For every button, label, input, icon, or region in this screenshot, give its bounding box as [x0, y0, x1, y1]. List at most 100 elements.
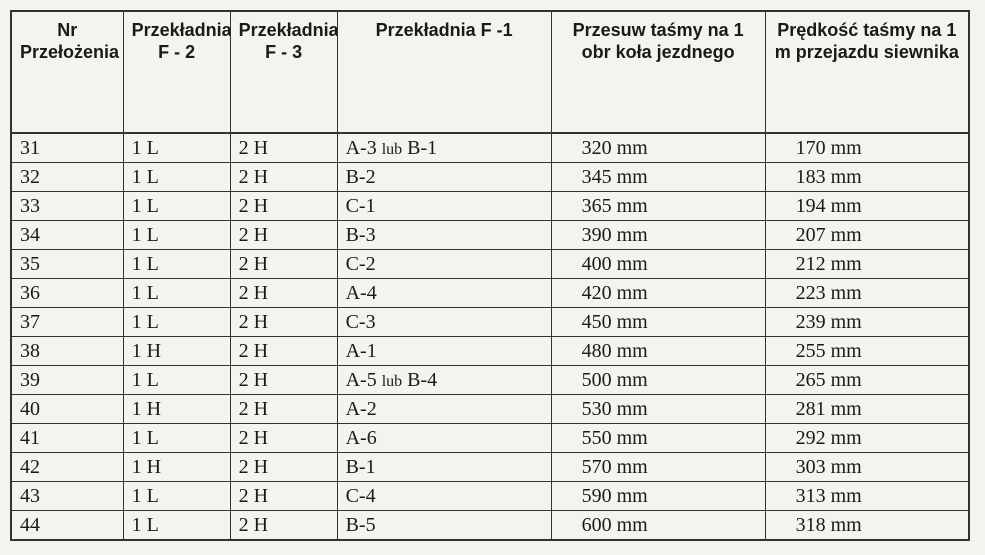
cell-f3: 2 H	[230, 424, 337, 453]
cell-predkosc: 255 mm	[765, 337, 969, 366]
cell-f3: 2 H	[230, 511, 337, 541]
cell-nr: 41	[11, 424, 123, 453]
cell-predkosc: 313 mm	[765, 482, 969, 511]
cell-nr: 39	[11, 366, 123, 395]
cell-predkosc: 318 mm	[765, 511, 969, 541]
table-row: 441 L2 HB-5600 mm318 mm	[11, 511, 969, 541]
cell-nr: 36	[11, 279, 123, 308]
cell-przesuw: 400 mm	[551, 250, 765, 279]
cell-f1-lub: lub	[382, 373, 402, 390]
cell-przesuw: 550 mm	[551, 424, 765, 453]
table-row: 321 L2 H B-2 345 mm183 mm	[11, 163, 969, 192]
cell-predkosc: 183 mm	[765, 163, 969, 192]
cell-przesuw: 530 mm	[551, 395, 765, 424]
cell-f1-a: A-4	[346, 282, 377, 304]
cell-f1-a: B-1	[346, 456, 376, 478]
cell-f1-lub: lub	[382, 141, 402, 158]
cell-przesuw: 420 mm	[551, 279, 765, 308]
col-header-f2: Przekładnia F - 2	[123, 11, 230, 133]
cell-f1-a: A-1	[346, 340, 377, 362]
cell-f1: A-3 lub B-1	[337, 133, 551, 163]
cell-f1-a: B-5	[346, 514, 376, 536]
cell-f3: 2 H	[230, 482, 337, 511]
cell-predkosc: 303 mm	[765, 453, 969, 482]
cell-f2: 1 L	[123, 366, 230, 395]
cell-predkosc: 265 mm	[765, 366, 969, 395]
table-row: 391 L2 HA-5 lub B-4500 mm265 mm	[11, 366, 969, 395]
cell-przesuw: 365 mm	[551, 192, 765, 221]
table-row: 361 L2 HA-4420 mm223 mm	[11, 279, 969, 308]
cell-f1-a: A-3	[346, 137, 377, 159]
cell-f3: 2 H	[230, 366, 337, 395]
cell-f3: 2 H	[230, 308, 337, 337]
cell-f2: 1 H	[123, 453, 230, 482]
table-row: 371 L2 HC-3450 mm239 mm	[11, 308, 969, 337]
cell-predkosc: 170 mm	[765, 133, 969, 163]
cell-f3: 2 H	[230, 395, 337, 424]
cell-predkosc: 212 mm	[765, 250, 969, 279]
cell-f1: C-2	[337, 250, 551, 279]
cell-przesuw: 570 mm	[551, 453, 765, 482]
table-row: 401 H2 HA-2530 mm281 mm	[11, 395, 969, 424]
cell-nr: 40	[11, 395, 123, 424]
cell-predkosc: 207 mm	[765, 221, 969, 250]
cell-f2: 1 H	[123, 395, 230, 424]
cell-f3: 2 H	[230, 453, 337, 482]
cell-f1-a: C-4	[346, 485, 376, 507]
cell-nr: 35	[11, 250, 123, 279]
table-row: 421 H2 HB-1570 mm303 mm	[11, 453, 969, 482]
table-row: 331 L2 HC-1365 mm194 mm	[11, 192, 969, 221]
col-header-nr: Nr Przełożenia	[11, 11, 123, 133]
table-row: 341 L2 HB-3390 mm207 mm	[11, 221, 969, 250]
cell-f3: 2 H	[230, 337, 337, 366]
cell-nr: 43	[11, 482, 123, 511]
cell-f1-b: B-1	[407, 137, 437, 159]
cell-f2: 1 L	[123, 133, 230, 163]
cell-f2: 1 L	[123, 424, 230, 453]
cell-f1-a: B-3	[346, 224, 376, 246]
col-header-f3: Przekładnia F - 3	[230, 11, 337, 133]
cell-f3: 2 H	[230, 279, 337, 308]
col-header-przesuw: Przesuw taśmy na 1 obr koła jezdnego	[551, 11, 765, 133]
cell-przesuw: 320 mm	[551, 133, 765, 163]
cell-nr: 38	[11, 337, 123, 366]
cell-przesuw: 480 mm	[551, 337, 765, 366]
cell-f2: 1 L	[123, 192, 230, 221]
cell-f1: A-4	[337, 279, 551, 308]
cell-nr: 32	[11, 163, 123, 192]
cell-f1: C-3	[337, 308, 551, 337]
cell-nr: 31	[11, 133, 123, 163]
cell-f1-a: C-1	[346, 195, 376, 217]
cell-przesuw: 500 mm	[551, 366, 765, 395]
cell-f1: A-6	[337, 424, 551, 453]
table-header-row: Nr Przełożenia Przekładnia F - 2 Przekła…	[11, 11, 969, 133]
cell-f3: 2 H	[230, 163, 337, 192]
cell-f1: A-5 lub B-4	[337, 366, 551, 395]
cell-f1: C-1	[337, 192, 551, 221]
cell-f1: B-2	[337, 163, 551, 192]
cell-przesuw: 345 mm	[551, 163, 765, 192]
col-header-predkosc: Prędkość taśmy na 1 m przejazdu siewnika	[765, 11, 969, 133]
cell-f1-a: A-2	[346, 398, 377, 420]
cell-f3: 2 H	[230, 221, 337, 250]
col-header-f1: Przekładnia F -1	[337, 11, 551, 133]
cell-f1-a: B-2	[346, 166, 376, 188]
cell-nr: 44	[11, 511, 123, 541]
gear-ratio-table: Nr Przełożenia Przekładnia F - 2 Przekła…	[10, 10, 970, 541]
table-row: 351 L2 HC-2400 mm212 mm	[11, 250, 969, 279]
cell-f1-b: B-4	[407, 369, 437, 391]
table-row: 381 H2 H A-1 480 mm255 mm	[11, 337, 969, 366]
cell-f2: 1 L	[123, 308, 230, 337]
cell-f2: 1 L	[123, 163, 230, 192]
cell-f1-a: C-3	[346, 311, 376, 333]
cell-predkosc: 223 mm	[765, 279, 969, 308]
cell-f1: B-1	[337, 453, 551, 482]
cell-f2: 1 H	[123, 337, 230, 366]
cell-nr: 37	[11, 308, 123, 337]
cell-f1: A-2	[337, 395, 551, 424]
cell-nr: 34	[11, 221, 123, 250]
cell-predkosc: 194 mm	[765, 192, 969, 221]
cell-f2: 1 L	[123, 221, 230, 250]
cell-f3: 2 H	[230, 133, 337, 163]
cell-predkosc: 239 mm	[765, 308, 969, 337]
